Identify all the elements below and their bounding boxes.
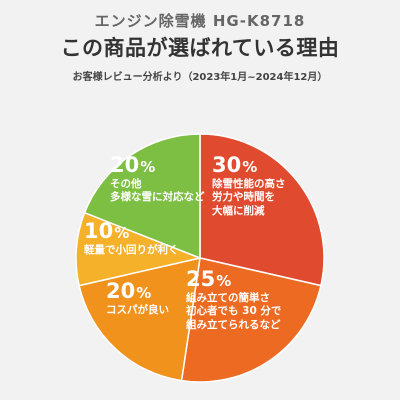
slice-value: 25 (186, 267, 216, 291)
slice-description: 労力や時間を (212, 191, 275, 204)
slice-description: 除雪性能の高さ (212, 178, 286, 191)
slice-label: 20% その他 多様な雪に対応など (110, 152, 205, 205)
slice-unit: % (216, 272, 232, 290)
slice-percent: 10% (84, 218, 179, 244)
pie-slice (180, 257, 322, 383)
source-note: お客様レビュー分析より（2023年1月~2024年12月） (72, 72, 328, 83)
slice-percent: 20% (110, 152, 205, 178)
slice-label: 25% 組み立ての簡単さ 初心者でも 30 分で 組み立てられるなど (186, 266, 281, 332)
slice-description: 大幅に削減 (212, 204, 265, 217)
slice-percent: 25% (186, 266, 281, 292)
slice-percent: 30% (212, 152, 286, 178)
slice-description: その他 (110, 178, 142, 191)
slice-description: 組み立てられるなど (186, 318, 281, 331)
slice-unit: % (242, 158, 258, 176)
slice-description: 組み立ての簡単さ (186, 292, 270, 305)
product-subtitle: エンジン除雪機 HG-K8718 (94, 12, 306, 30)
slice-label: 10% 軽量で小回りが利く (84, 218, 179, 257)
slice-description: コスパが良い (106, 304, 169, 317)
slice-value: 20 (110, 153, 140, 177)
pie-slice (83, 133, 201, 260)
slice-value: 10 (84, 219, 114, 243)
slice-description: 初心者でも 30 分で (186, 305, 282, 318)
page-title: この商品が選ばれている理由 (60, 36, 340, 60)
slice-label: 20% コスパが良い (106, 278, 169, 317)
slice-unit: % (140, 158, 156, 176)
slice-value: 20 (106, 279, 136, 303)
pie-slice (78, 257, 201, 382)
pie-slice (199, 133, 325, 287)
slice-percent: 20% (106, 278, 169, 304)
slice-description: 多様な雪に対応など (110, 191, 205, 204)
slice-label: 30% 除雪性能の高さ 労力や時間を 大幅に削減 (212, 152, 286, 218)
slice-description: 軽量で小回りが利く (84, 244, 179, 257)
slice-value: 30 (212, 153, 242, 177)
slice-unit: % (114, 224, 130, 242)
slice-unit: % (136, 284, 152, 302)
